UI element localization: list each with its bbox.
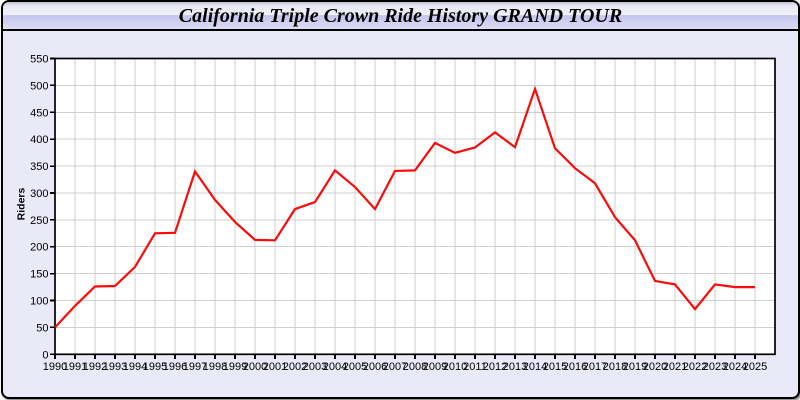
svg-text:200: 200 [30,242,48,254]
svg-text:2024: 2024 [723,361,747,373]
svg-text:2000: 2000 [243,361,267,373]
svg-text:100: 100 [30,296,48,308]
svg-text:2025: 2025 [743,361,767,373]
svg-text:1995: 1995 [143,361,167,373]
svg-text:150: 150 [30,269,48,281]
svg-text:1996: 1996 [163,361,187,373]
svg-text:350: 350 [30,161,48,173]
svg-text:2018: 2018 [603,361,627,373]
svg-text:2008: 2008 [403,361,427,373]
svg-text:1994: 1994 [123,361,147,373]
svg-text:1990: 1990 [43,361,67,373]
svg-text:300: 300 [30,188,48,200]
svg-text:250: 250 [30,215,48,227]
svg-text:2020: 2020 [643,361,667,373]
svg-text:2022: 2022 [683,361,707,373]
svg-text:2012: 2012 [483,361,507,373]
svg-text:2009: 2009 [423,361,447,373]
svg-text:2004: 2004 [323,361,347,373]
svg-text:Riders: Riders [16,188,28,221]
svg-text:2011: 2011 [463,361,487,373]
svg-text:2015: 2015 [543,361,567,373]
svg-text:2023: 2023 [703,361,727,373]
svg-text:2013: 2013 [503,361,527,373]
svg-text:2001: 2001 [263,361,287,373]
svg-text:2003: 2003 [303,361,327,373]
svg-text:2005: 2005 [343,361,367,373]
svg-text:1992: 1992 [83,361,107,373]
svg-text:2014: 2014 [523,361,547,373]
svg-text:500: 500 [30,80,48,92]
svg-text:2021: 2021 [663,361,687,373]
svg-text:2019: 2019 [623,361,647,373]
svg-text:1993: 1993 [103,361,127,373]
svg-text:2007: 2007 [383,361,407,373]
svg-text:2006: 2006 [363,361,387,373]
svg-text:2017: 2017 [583,361,607,373]
svg-text:1998: 1998 [203,361,227,373]
svg-text:1999: 1999 [223,361,247,373]
svg-text:2010: 2010 [443,361,467,373]
svg-text:1997: 1997 [183,361,207,373]
svg-text:2016: 2016 [563,361,587,373]
svg-text:400: 400 [30,134,48,146]
svg-text:550: 550 [30,54,48,66]
svg-text:1991: 1991 [63,361,87,373]
svg-text:2002: 2002 [283,361,307,373]
svg-text:450: 450 [30,107,48,119]
svg-text:0: 0 [42,349,48,361]
svg-text:50: 50 [36,322,48,334]
